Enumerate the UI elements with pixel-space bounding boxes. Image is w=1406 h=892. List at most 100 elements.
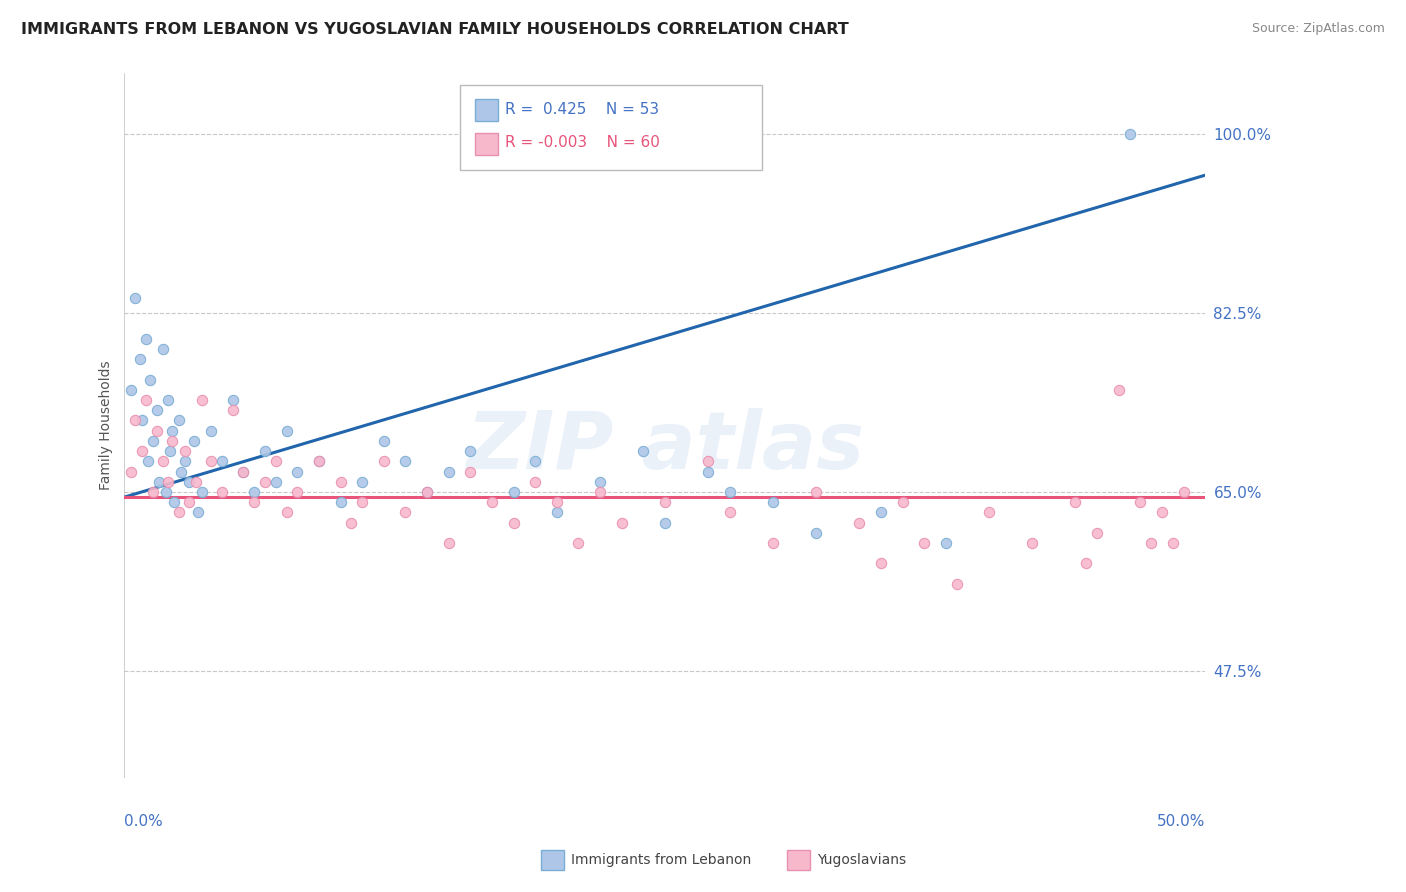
Text: R = -0.003    N = 60: R = -0.003 N = 60: [505, 136, 659, 151]
Point: [155, 485, 177, 500]
Point: [169, 465, 191, 479]
Y-axis label: Family Households: Family Households: [100, 360, 114, 491]
Point: [183, 434, 205, 448]
Point: [142, 485, 165, 500]
Point: [1161, 536, 1184, 550]
Point: [264, 454, 287, 468]
Point: [287, 465, 309, 479]
Point: [148, 475, 170, 489]
Point: [308, 454, 330, 468]
Point: [221, 403, 243, 417]
Point: [179, 475, 201, 489]
Point: [762, 536, 785, 550]
Point: [120, 465, 142, 479]
Text: IMMIGRANTS FROM LEBANON VS YUGOSLAVIAN FAMILY HOUSEHOLDS CORRELATION CHART: IMMIGRANTS FROM LEBANON VS YUGOSLAVIAN F…: [21, 22, 849, 37]
Point: [567, 536, 589, 550]
Point: [848, 516, 870, 530]
Point: [1129, 495, 1152, 509]
Point: [146, 403, 169, 417]
Point: [502, 485, 524, 500]
Point: [762, 495, 785, 509]
Point: [870, 505, 893, 519]
Point: [524, 475, 547, 489]
Point: [870, 557, 893, 571]
Point: [174, 454, 197, 468]
Point: [191, 485, 214, 500]
Point: [287, 485, 309, 500]
Point: [124, 413, 146, 427]
Point: [340, 516, 363, 530]
Point: [136, 454, 159, 468]
Point: [184, 475, 207, 489]
Point: [156, 475, 179, 489]
Text: Yugoslavians: Yugoslavians: [817, 853, 905, 867]
Point: [152, 454, 174, 468]
Point: [373, 434, 395, 448]
Point: [128, 352, 150, 367]
Text: Immigrants from Lebanon: Immigrants from Lebanon: [571, 853, 751, 867]
Point: [167, 505, 190, 519]
Point: [174, 444, 197, 458]
Point: [146, 424, 169, 438]
Point: [631, 444, 654, 458]
Point: [935, 536, 957, 550]
Point: [373, 454, 395, 468]
Point: [416, 485, 439, 500]
Point: [131, 413, 153, 427]
Point: [243, 495, 266, 509]
Point: [200, 454, 222, 468]
Point: [264, 475, 287, 489]
Point: [200, 424, 222, 438]
Point: [276, 424, 298, 438]
Point: [135, 392, 157, 407]
Point: [589, 475, 612, 489]
Point: [156, 392, 179, 407]
Point: [1118, 128, 1140, 142]
Point: [804, 485, 827, 500]
Point: [167, 413, 190, 427]
Point: [654, 516, 676, 530]
Point: [131, 444, 153, 458]
Point: [718, 485, 741, 500]
Point: [524, 454, 547, 468]
Point: [120, 383, 142, 397]
Point: [160, 434, 183, 448]
Point: [394, 454, 416, 468]
Point: [1108, 383, 1130, 397]
Point: [232, 465, 254, 479]
Text: R =  0.425    N = 53: R = 0.425 N = 53: [505, 102, 659, 117]
Point: [124, 291, 146, 305]
Point: [163, 495, 186, 509]
Point: [1064, 495, 1087, 509]
Point: [159, 444, 181, 458]
Point: [329, 495, 352, 509]
Point: [253, 475, 276, 489]
Point: [654, 495, 676, 509]
Point: [243, 485, 266, 500]
Point: [394, 505, 416, 519]
Text: 50.0%: 50.0%: [1157, 814, 1205, 829]
Point: [329, 475, 352, 489]
Point: [718, 505, 741, 519]
Point: [135, 332, 157, 346]
Point: [804, 525, 827, 540]
Point: [912, 536, 935, 550]
Point: [697, 465, 720, 479]
Point: [139, 373, 162, 387]
Point: [352, 475, 374, 489]
Point: [891, 495, 914, 509]
Point: [211, 485, 233, 500]
Point: [232, 465, 254, 479]
Point: [152, 342, 174, 356]
Point: [1140, 536, 1163, 550]
Point: [160, 424, 183, 438]
Point: [1021, 536, 1043, 550]
Point: [1076, 557, 1098, 571]
Point: [1173, 485, 1195, 500]
Point: [187, 505, 209, 519]
Point: [437, 536, 460, 550]
Point: [1150, 505, 1173, 519]
Point: [221, 392, 243, 407]
Point: [610, 516, 633, 530]
Text: Source: ZipAtlas.com: Source: ZipAtlas.com: [1251, 22, 1385, 36]
